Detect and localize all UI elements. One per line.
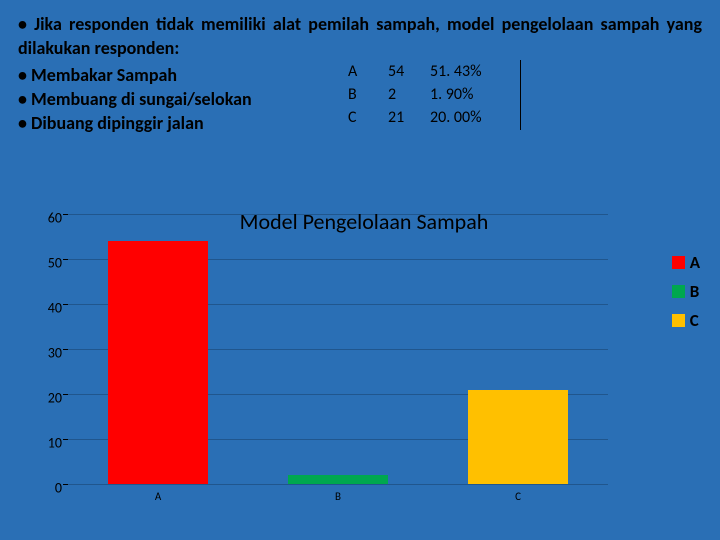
bar-c — [468, 390, 568, 485]
table-cell-pct: 51. 43% — [430, 60, 502, 83]
legend-label: C — [690, 310, 699, 331]
y-tick — [63, 439, 68, 440]
bar-a — [108, 241, 208, 484]
table-row: B 2 1. 90% — [348, 83, 502, 106]
table-cell-pct: 1. 90% — [430, 83, 502, 106]
chart-plot-area: 0102030405060ABC — [68, 214, 608, 484]
y-tick — [63, 349, 68, 350]
y-tick — [63, 214, 68, 215]
bar-chart: Model Pengelolaan Sampah 0102030405060AB… — [34, 210, 694, 515]
y-tick — [63, 394, 68, 395]
data-table: A 54 51. 43% B 2 1. 90% C 21 20. 00% — [348, 60, 521, 130]
legend-swatch — [672, 285, 685, 298]
grid-line — [68, 214, 608, 215]
table-cell-key: C — [348, 106, 388, 129]
y-tick — [63, 304, 68, 305]
legend-label: A — [690, 252, 700, 273]
y-tick — [63, 259, 68, 260]
y-axis-label: 60 — [32, 210, 62, 227]
table-row: C 21 20. 00% — [348, 106, 502, 129]
table-cell-val: 54 — [388, 60, 430, 83]
legend-item: A — [672, 252, 700, 273]
y-axis-label: 50 — [32, 255, 62, 272]
bar-b — [288, 475, 388, 484]
y-tick — [63, 484, 68, 485]
table-cell-key: B — [348, 83, 388, 106]
legend-swatch — [672, 314, 685, 327]
y-axis-label: 20 — [32, 390, 62, 407]
x-axis-label: C — [458, 490, 578, 503]
grid-line — [68, 484, 608, 485]
legend-item: B — [672, 281, 700, 302]
y-axis-label: 0 — [32, 480, 62, 497]
legend-label: B — [690, 281, 700, 302]
y-axis-label: 40 — [32, 300, 62, 317]
table-cell-val: 2 — [388, 83, 430, 106]
legend-swatch — [672, 256, 685, 269]
y-axis-label: 30 — [32, 345, 62, 362]
chart-legend: ABC — [672, 252, 700, 339]
table-cell-key: A — [348, 60, 388, 83]
table-cell-pct: 20. 00% — [430, 106, 502, 129]
x-axis-label: B — [278, 490, 398, 503]
intro-line: • Jika responden tidak memiliki alat pem… — [18, 12, 702, 61]
legend-item: C — [672, 310, 700, 331]
x-axis-label: A — [98, 490, 218, 503]
table-cell-val: 21 — [388, 106, 430, 129]
y-axis-label: 10 — [32, 435, 62, 452]
table-row: A 54 51. 43% — [348, 60, 502, 83]
